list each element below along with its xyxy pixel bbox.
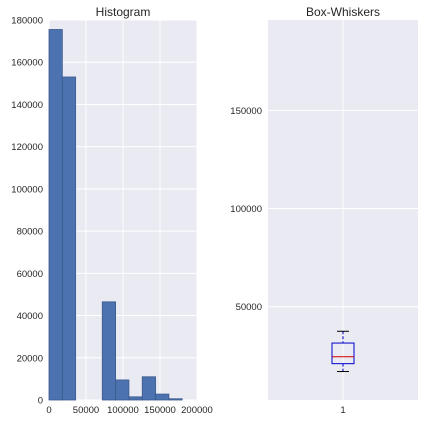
histogram-y-tick-label: 180000: [11, 16, 43, 27]
boxplot-y-tick-label: 50000: [236, 302, 262, 313]
histogram-y-tick-label: 40000: [17, 311, 43, 322]
histogram-y-ticks: 0 20000 40000 60000 80000 100000 120000 140000 1…: [11, 16, 43, 407]
histogram-y-tick-label: 140000: [11, 100, 43, 111]
histogram-bar: [115, 379, 130, 401]
histogram-bar: [61, 76, 77, 401]
histogram-bar: [141, 376, 156, 401]
histogram-y-tick-label: 120000: [11, 142, 43, 153]
boxplot-y-ticks: 50000 100000 150000: [230, 106, 262, 313]
histogram-bar: [128, 396, 143, 401]
histogram-bar: [101, 301, 116, 401]
histogram-y-tick-label: 0: [38, 396, 43, 407]
histogram-y-tick-label: 20000: [17, 353, 43, 364]
boxplot-panel: 50000 100000 150000 1 Box-Whiskers: [230, 5, 418, 416]
boxplot-x-ticks: 1: [340, 405, 345, 416]
histogram-y-tick-label: 160000: [11, 58, 43, 69]
histogram-title: Histogram: [96, 5, 151, 19]
histogram-x-tick-label: 150000: [144, 405, 176, 416]
boxplot-y-tick-label: 150000: [230, 106, 262, 117]
boxplot-category-label: 1: [340, 405, 345, 416]
boxplot-box: [331, 342, 355, 365]
histogram-x-tick-label: 200000: [181, 405, 213, 416]
boxplot-y-tick-label: 100000: [230, 204, 262, 215]
histogram-y-tick-label: 100000: [11, 184, 43, 195]
histogram-y-tick-label: 80000: [17, 227, 43, 238]
boxplot-title: Box-Whiskers: [306, 5, 380, 19]
histogram-panel: 0 50000 100000 150000 200000 0 20000 40000 6000…: [11, 5, 213, 416]
histogram-bar: [155, 393, 170, 401]
histogram-y-tick-label: 60000: [17, 269, 43, 280]
boxplot-shape: [331, 330, 355, 373]
histogram-bars: [48, 29, 183, 401]
histogram-x-tick-label: 100000: [107, 405, 139, 416]
histogram-x-tick-label: 50000: [73, 405, 99, 416]
histogram-x-ticks: 0 50000 100000 150000 200000: [46, 405, 213, 416]
histogram-x-tick-label: 0: [46, 405, 51, 416]
histogram-bar: [168, 398, 183, 401]
histogram-bar: [48, 29, 63, 401]
